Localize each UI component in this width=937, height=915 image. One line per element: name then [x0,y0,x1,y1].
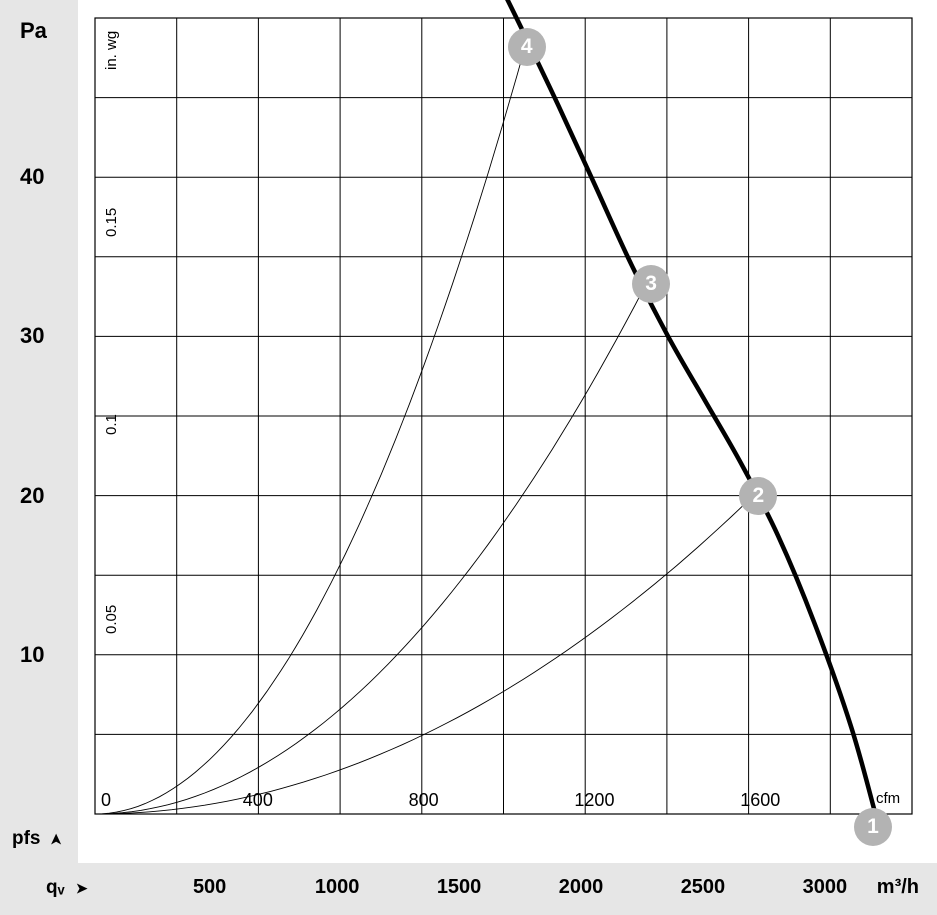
x2-tick-label: 0 [101,790,111,811]
operating-point-marker: 1 [854,808,892,846]
x2-tick-label: 1600 [740,790,780,811]
x2-tick-label: 800 [409,790,439,811]
y2-tick-label: 0.15 [103,208,120,237]
x-axis-secondary-unit: cfm [876,790,900,807]
y2-tick-label: 0.05 [103,604,120,633]
plot-area [0,0,937,915]
x2-tick-label: 1200 [574,790,614,811]
fan-performance-chart: Pa 10203040 pfs ➤ qᵥ ➤ 50010001500200025… [0,0,937,915]
y-axis-secondary-unit: in. wg [103,31,120,70]
operating-point-marker: 2 [739,477,777,515]
operating-point-marker: 3 [632,265,670,303]
operating-point-marker: 4 [508,28,546,66]
y2-tick-label: 0.1 [103,415,120,436]
x2-tick-label: 400 [243,790,273,811]
